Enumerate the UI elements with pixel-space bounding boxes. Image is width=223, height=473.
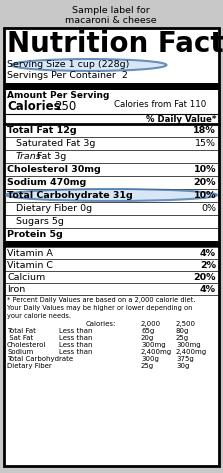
Text: Serving Size 1 cup (228g): Serving Size 1 cup (228g): [7, 60, 129, 69]
Text: Calories: Calories: [7, 100, 61, 113]
Text: 300g: 300g: [141, 356, 159, 362]
Text: Amount Per Serving: Amount Per Serving: [7, 91, 109, 100]
Text: Less than: Less than: [59, 349, 93, 355]
Text: 30g: 30g: [176, 363, 189, 369]
Text: Sample label for: Sample label for: [72, 6, 150, 15]
Text: Trans: Trans: [16, 151, 42, 160]
Text: 250: 250: [54, 100, 76, 113]
Text: 25g: 25g: [141, 363, 154, 369]
Text: Calories:: Calories:: [86, 321, 116, 327]
Text: Dietary Fiber: Dietary Fiber: [7, 363, 52, 369]
Text: Total Fat 12g: Total Fat 12g: [7, 125, 77, 134]
Text: 4%: 4%: [200, 284, 216, 294]
Bar: [4, 83, 219, 90]
Text: Calories from Fat 110: Calories from Fat 110: [114, 100, 206, 109]
Text: 20%: 20%: [194, 177, 216, 186]
Text: 2,400mg: 2,400mg: [176, 349, 207, 355]
Text: 80g: 80g: [176, 328, 189, 334]
Ellipse shape: [6, 189, 217, 201]
Text: 10%: 10%: [194, 165, 216, 174]
Text: 2,400mg: 2,400mg: [141, 349, 172, 355]
Text: 65g: 65g: [141, 328, 154, 334]
Text: macaroni & cheese: macaroni & cheese: [65, 16, 157, 25]
Text: 2,500: 2,500: [176, 321, 196, 327]
Text: 25g: 25g: [176, 335, 189, 341]
Text: 300mg: 300mg: [176, 342, 201, 348]
Text: Nutrition Facts: Nutrition Facts: [7, 30, 223, 58]
Text: 10%: 10%: [194, 191, 216, 200]
Text: 20%: 20%: [194, 272, 216, 281]
Text: % Daily Value*: % Daily Value*: [146, 115, 216, 124]
Text: 375g: 375g: [176, 356, 194, 362]
Text: Saturated Fat 3g: Saturated Fat 3g: [16, 139, 95, 148]
Text: 18%: 18%: [193, 125, 216, 134]
Text: 20g: 20g: [141, 335, 154, 341]
Text: 4%: 4%: [200, 248, 216, 257]
Text: Sat Fat: Sat Fat: [7, 335, 33, 341]
Text: Sugars 5g: Sugars 5g: [16, 217, 64, 226]
Text: 2%: 2%: [200, 261, 216, 270]
Text: Calcium: Calcium: [7, 272, 45, 281]
Text: Total Carbohydrate: Total Carbohydrate: [7, 356, 73, 362]
Text: Sodium: Sodium: [7, 349, 33, 355]
Text: Less than: Less than: [59, 342, 93, 348]
Text: Vitamin C: Vitamin C: [7, 261, 53, 270]
Text: Protein 5g: Protein 5g: [7, 229, 63, 238]
Text: Vitamin A: Vitamin A: [7, 248, 53, 257]
Text: 15%: 15%: [195, 139, 216, 148]
Text: Dietary Fiber 0g: Dietary Fiber 0g: [16, 203, 92, 212]
Text: 0%: 0%: [201, 203, 216, 212]
Text: 2,000: 2,000: [141, 321, 161, 327]
Text: Cholesterol 30mg: Cholesterol 30mg: [7, 165, 101, 174]
Text: Total Fat: Total Fat: [7, 328, 36, 334]
Text: * Percent Daily Values are based on a 2,000 calorie diet.
Your Daily Values may : * Percent Daily Values are based on a 2,…: [7, 297, 195, 319]
Ellipse shape: [12, 59, 167, 71]
Text: Iron: Iron: [7, 284, 25, 294]
Text: Total Carbohydrate 31g: Total Carbohydrate 31g: [7, 191, 133, 200]
Text: Fat 3g: Fat 3g: [34, 151, 66, 160]
Text: Less than: Less than: [59, 328, 93, 334]
Bar: [4, 241, 219, 247]
Text: Servings Per Container  2: Servings Per Container 2: [7, 71, 128, 80]
Text: Sodium 470mg: Sodium 470mg: [7, 177, 86, 186]
Text: 300mg: 300mg: [141, 342, 166, 348]
Text: Cholesterol: Cholesterol: [7, 342, 46, 348]
Text: Less than: Less than: [59, 335, 93, 341]
